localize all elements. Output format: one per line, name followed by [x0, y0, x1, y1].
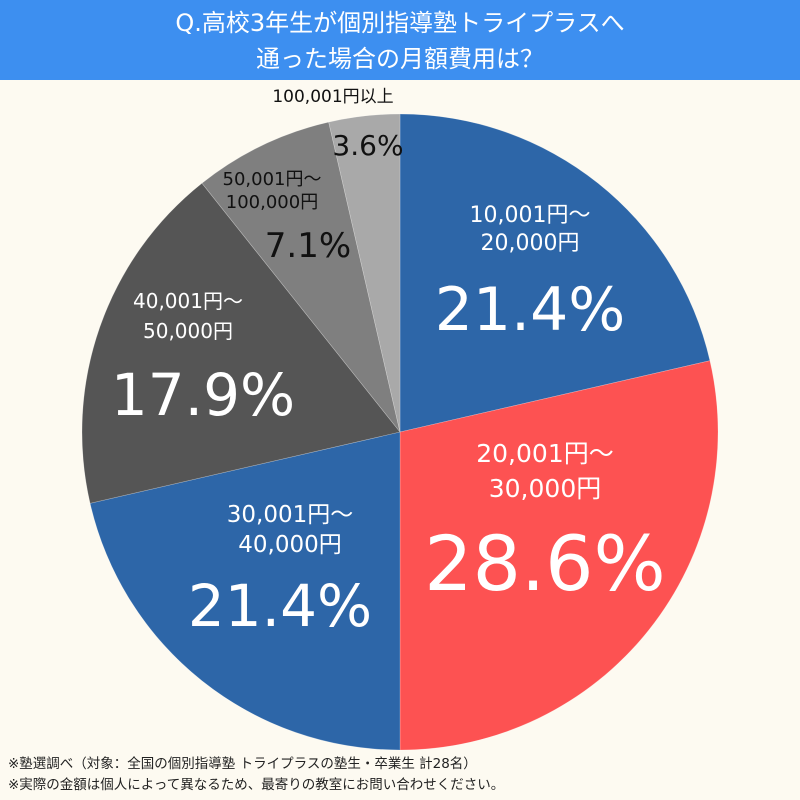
slice-label-line2: 40,000円 — [238, 532, 341, 558]
slice-label-line1: 50,001円〜 — [223, 169, 322, 190]
slice-label-line2: 30,000円 — [489, 474, 601, 503]
slice-label-line1: 100,001円以上 — [272, 87, 393, 107]
slice-label-line2: 100,000円 — [226, 192, 318, 213]
slice-percent: 21.4% — [188, 572, 372, 640]
pie-slice — [201, 121, 401, 433]
slice-percent: 3.6% — [332, 129, 403, 162]
pie-slice — [399, 360, 719, 751]
footnote-disclaimer: ※実際の金額は個人によって異なるため、最寄りの教室にお問い合わせください。 — [8, 777, 505, 793]
slice-label-line1: 40,001円〜 — [133, 289, 243, 313]
pie-slice — [399, 113, 711, 433]
pie-labels: 10,001円〜 20,000円 21.4% 20,001円〜 30,000円 28.6%… — [111, 87, 666, 640]
chart-title-line1: Q.高校3年生が個別指導塾トライプラスへ — [175, 9, 625, 37]
slice-label-line1: 10,001円〜 — [470, 203, 591, 228]
slice-label-line2: 20,000円 — [481, 231, 580, 256]
slice-percent: 21.4% — [435, 275, 626, 345]
pie-slice — [89, 431, 401, 751]
footnotes: ※塾選調べ（対象：全国の個別指導塾 トライプラスの塾生・卒業生 計28名） ※実… — [8, 754, 504, 796]
pie-slice — [81, 182, 401, 504]
footnote-source: ※塾選調べ（対象：全国の個別指導塾 トライプラスの塾生・卒業生 計28名） — [8, 756, 477, 772]
chart-title-line2: 通った場合の月額費用は？ — [256, 45, 544, 73]
pie-slices — [81, 113, 719, 751]
slice-label-line1: 20,001円〜 — [476, 439, 613, 468]
slice-percent: 17.9% — [111, 361, 295, 429]
slice-percent: 7.1% — [265, 226, 351, 266]
chart-title-banner: Q.高校3年生が個別指導塾トライプラスへ 通った場合の月額費用は？ — [0, 0, 800, 80]
slice-label-line1: 30,001円〜 — [227, 502, 353, 528]
pie-slice — [328, 113, 401, 433]
slice-label-line2: 50,000円 — [143, 319, 233, 343]
slice-percent: 28.6% — [424, 519, 665, 608]
